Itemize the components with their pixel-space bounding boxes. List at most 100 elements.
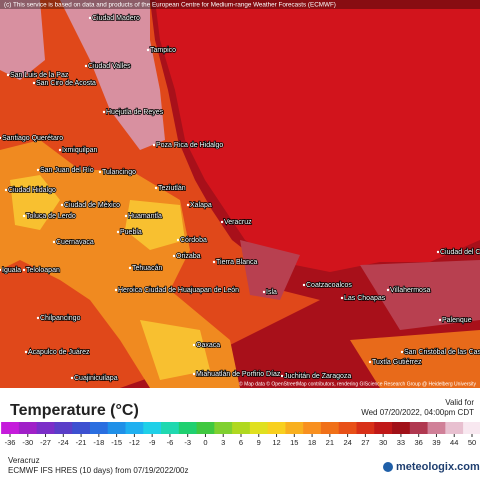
place-label: Ixmiquilpan xyxy=(62,147,98,154)
colorbar-tick-label: 0 xyxy=(203,438,207,447)
place-label: Las Choapas xyxy=(344,295,386,302)
places: Ciudad Madero Tampico Ciudad Valles San Lui… xyxy=(0,14,480,383)
place-dot xyxy=(262,290,266,294)
place-label: Tulancingo xyxy=(102,169,136,176)
land-hot xyxy=(0,140,240,388)
colorbar-segment xyxy=(72,422,91,434)
place-label: Miahuatlán de Porfirio Díaz xyxy=(196,371,281,378)
place-label: Orizaba xyxy=(176,253,201,260)
place-dot xyxy=(32,81,36,85)
colorbar-segment xyxy=(107,422,126,434)
colorbar-tick-label: 21 xyxy=(326,438,334,447)
colorbar-segment xyxy=(1,422,20,434)
place-dot xyxy=(438,318,442,322)
place-label: Tampico xyxy=(150,47,176,54)
colorbar-tick-label: -21 xyxy=(76,438,87,447)
place-dot xyxy=(128,266,132,270)
colorbar-tick-label: 39 xyxy=(432,438,440,447)
place-dot xyxy=(124,214,128,218)
place-dot xyxy=(70,376,74,380)
place-label: San Juan del Río xyxy=(40,167,94,174)
colorbar-tick-label: -9 xyxy=(149,438,156,447)
place-dot xyxy=(186,203,190,207)
colorbar-tick-label: 50 xyxy=(468,438,476,447)
chiapas xyxy=(350,330,480,388)
place-dot xyxy=(102,110,106,114)
place-dot xyxy=(154,186,158,190)
place-label: Cuernavaca xyxy=(56,239,94,246)
colorbar-segment xyxy=(232,422,251,434)
place-dot xyxy=(192,372,196,376)
colorbar-segment xyxy=(125,422,144,434)
colorbar-segment xyxy=(89,422,109,434)
place-dot xyxy=(340,296,344,300)
colorbar-segment xyxy=(249,422,269,434)
colorbar-tick-label: 30 xyxy=(379,438,387,447)
colorbar-segment xyxy=(36,422,55,434)
place-label: Poza Rica de Hidalgo xyxy=(156,142,223,149)
place-dot xyxy=(24,350,28,354)
colorbar-segment xyxy=(463,422,480,434)
place-dot xyxy=(212,260,216,264)
colorbar-segment xyxy=(445,422,464,434)
mountain-cool xyxy=(0,0,165,150)
attribution: (c) This service is based on data and pr… xyxy=(4,2,336,9)
valid-label: Valid for xyxy=(445,398,474,407)
place-dot xyxy=(386,288,390,292)
place-dot xyxy=(280,374,284,378)
place-dot xyxy=(88,16,92,20)
colorbar-segment xyxy=(409,422,429,434)
place-dot xyxy=(6,73,10,77)
place-dot xyxy=(400,350,404,354)
place-label: Heroica Ciudad de Huajuapan de León xyxy=(118,287,239,294)
valid-time: Wed 07/20/2022, 04:00pm CDT xyxy=(361,408,474,417)
place-label: Chilpancingo xyxy=(40,315,81,322)
place-label: Ciudad Valles xyxy=(88,63,131,70)
place-label: Teloloapan xyxy=(26,267,60,274)
colorbar-segment xyxy=(54,422,73,434)
colorbar-tick-label: 44 xyxy=(450,438,458,447)
map xyxy=(0,0,480,388)
place-dot xyxy=(36,316,40,320)
place-label: Oaxaca xyxy=(196,342,220,349)
colorbar-segment xyxy=(427,422,446,434)
place-label: Xalapa xyxy=(190,202,212,209)
colorbar-segment xyxy=(178,422,198,434)
place-label: Cuajinicuilapa xyxy=(74,375,118,382)
place-label: Santiago Querétaro xyxy=(2,135,63,142)
place-label: Tuxtla Gutiérrez xyxy=(372,359,422,366)
place-label: Tehuacán xyxy=(132,265,162,272)
legend-title: Temperature (°C) xyxy=(10,402,139,419)
place-label: Ciudad Hidalgo xyxy=(8,187,56,194)
place-dot xyxy=(220,220,224,224)
place-dot xyxy=(58,148,62,152)
colorbar-segment xyxy=(392,422,411,434)
colorbar-tick-label: 15 xyxy=(290,438,298,447)
place-label: Iguala xyxy=(2,267,21,274)
colorbar-segment xyxy=(338,422,357,434)
map-credit: © Map data © OpenStreetMap contributors,… xyxy=(239,380,476,387)
colorbar-segment xyxy=(356,422,375,434)
place-dot xyxy=(4,188,8,192)
place-dot xyxy=(98,170,102,174)
place-label: San Ciro de Acosta xyxy=(36,80,96,87)
colorbar-tick-label: -6 xyxy=(167,438,174,447)
place-dot xyxy=(0,268,2,272)
colorbar-segment xyxy=(143,422,162,434)
colorbar-tick-label: 6 xyxy=(239,438,243,447)
place-label: Puebla xyxy=(120,229,142,236)
colorbar-segment xyxy=(214,422,233,434)
place-dot xyxy=(22,214,26,218)
place-dot xyxy=(172,254,176,258)
place-label: Teziutlán xyxy=(158,185,186,192)
place-label: Juchitán de Zaragoza xyxy=(284,373,351,380)
location: Veracruz xyxy=(8,456,40,465)
colorbar-tick-label: 33 xyxy=(397,438,405,447)
colorbar-segment xyxy=(161,422,180,434)
colorbar: -36 -30 -27 -24 -21 -18 -15 -12 -9 -6 -3 0 3 6 9 12 15 18… xyxy=(1,422,480,447)
colorbar-tick-label: 3 xyxy=(221,438,225,447)
place-dot xyxy=(84,64,88,68)
colorbar-tick-label: 27 xyxy=(361,438,369,447)
colorbar-tick-label: 9 xyxy=(257,438,261,447)
place-dot xyxy=(302,283,306,287)
